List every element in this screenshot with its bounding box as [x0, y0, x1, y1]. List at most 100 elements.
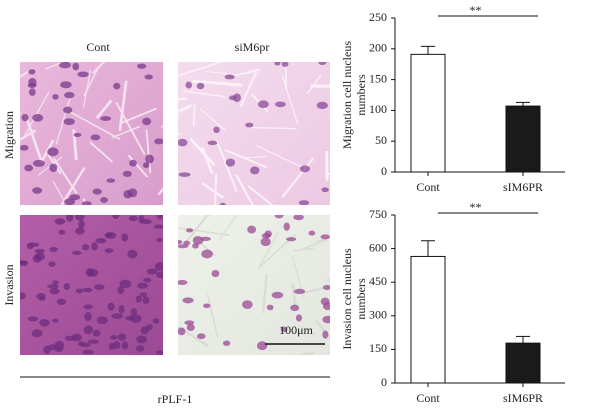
nucleus — [274, 62, 281, 66]
nucleus — [219, 202, 226, 205]
fiber — [39, 139, 55, 164]
nucleus — [142, 117, 152, 126]
nucleus — [280, 326, 288, 333]
nucleus — [21, 113, 29, 122]
nucleus — [233, 93, 241, 103]
nucleus — [135, 295, 142, 303]
x-tick-label: sIM6PR — [503, 391, 543, 405]
nucleus — [143, 277, 152, 283]
nucleus — [145, 154, 154, 164]
fiber — [145, 129, 152, 174]
fiber — [324, 172, 330, 177]
y-tick-label: 450 — [369, 274, 387, 288]
nucleus — [93, 284, 105, 291]
fiber — [291, 283, 297, 308]
y-tick-label: 100 — [369, 102, 387, 116]
nucleus — [129, 159, 137, 167]
nucleus — [106, 178, 116, 183]
fiber — [82, 69, 92, 109]
fiber — [300, 286, 325, 295]
nucleus — [137, 282, 148, 289]
nucleus — [82, 349, 95, 355]
nucleus — [320, 234, 330, 240]
x-tick-label: Cont — [416, 180, 440, 194]
nucleus — [155, 237, 163, 242]
fiber — [52, 180, 64, 200]
nucleus — [250, 166, 260, 175]
fiber — [310, 84, 330, 88]
nucleus — [112, 215, 120, 219]
fiber — [199, 108, 226, 132]
nucleus — [64, 91, 75, 99]
nucleus — [48, 261, 56, 267]
nucleus — [35, 252, 45, 261]
nucleus — [47, 284, 60, 289]
fiber — [182, 90, 226, 98]
y-axis-label: numbers — [354, 74, 368, 116]
fiber — [218, 215, 237, 241]
fiber — [119, 107, 157, 125]
nucleus — [58, 229, 66, 235]
nucleus — [87, 339, 100, 344]
nucleus — [178, 327, 186, 336]
nucleus — [213, 126, 220, 134]
texture-pane — [178, 215, 330, 355]
nucleus — [229, 95, 237, 101]
nucleus — [100, 116, 112, 121]
nucleus — [84, 312, 92, 321]
nucleus — [130, 308, 138, 316]
nucleus — [95, 237, 107, 244]
nucleus — [80, 342, 91, 348]
x-tick-label: sIM6PR — [503, 180, 543, 194]
y-axis-label: Invasion cell nucleus — [340, 248, 354, 350]
nucleus — [123, 190, 133, 199]
nucleus — [201, 249, 213, 259]
fiber — [206, 70, 236, 76]
fiber — [178, 97, 187, 100]
nucleus — [260, 237, 271, 247]
nucleus — [59, 62, 71, 69]
nucleus — [121, 233, 129, 242]
nucleus — [60, 81, 72, 89]
y-tick-label: 250 — [369, 10, 387, 24]
fiber — [293, 247, 314, 252]
bar — [410, 53, 446, 173]
nucleus — [322, 330, 329, 339]
micrograph — [20, 62, 163, 205]
nucleus — [77, 71, 89, 78]
fiber — [302, 238, 328, 250]
nucleus — [52, 280, 59, 285]
nucleus — [75, 227, 85, 235]
nucleus — [104, 248, 114, 254]
fiber — [306, 74, 322, 94]
fiber — [95, 99, 113, 120]
nucleus — [316, 101, 328, 110]
fiber — [178, 62, 222, 77]
nucleus — [143, 162, 150, 169]
scale-label: 100μm — [279, 323, 313, 337]
fiber — [20, 112, 22, 114]
nucleus — [118, 305, 125, 314]
nucleus — [121, 341, 129, 350]
nucleus — [225, 158, 236, 167]
y-tick-label: 200 — [369, 41, 387, 55]
nucleus — [47, 147, 59, 157]
fiber — [201, 182, 225, 199]
fiber — [239, 71, 258, 108]
y-tick-label: 50 — [375, 133, 387, 147]
fiber — [20, 67, 34, 79]
nucleus — [27, 316, 39, 322]
nucleus — [186, 228, 194, 233]
fiber — [206, 294, 219, 339]
nucleus — [293, 288, 306, 295]
nucleus — [72, 250, 82, 255]
nucleus — [20, 144, 29, 151]
nucleus — [308, 230, 316, 236]
nucleus — [274, 215, 284, 219]
nucleus — [144, 74, 153, 80]
nucleus — [54, 347, 64, 352]
bar — [505, 342, 541, 384]
fiber — [55, 94, 72, 145]
fiber — [178, 226, 230, 237]
nucleus — [49, 287, 60, 295]
